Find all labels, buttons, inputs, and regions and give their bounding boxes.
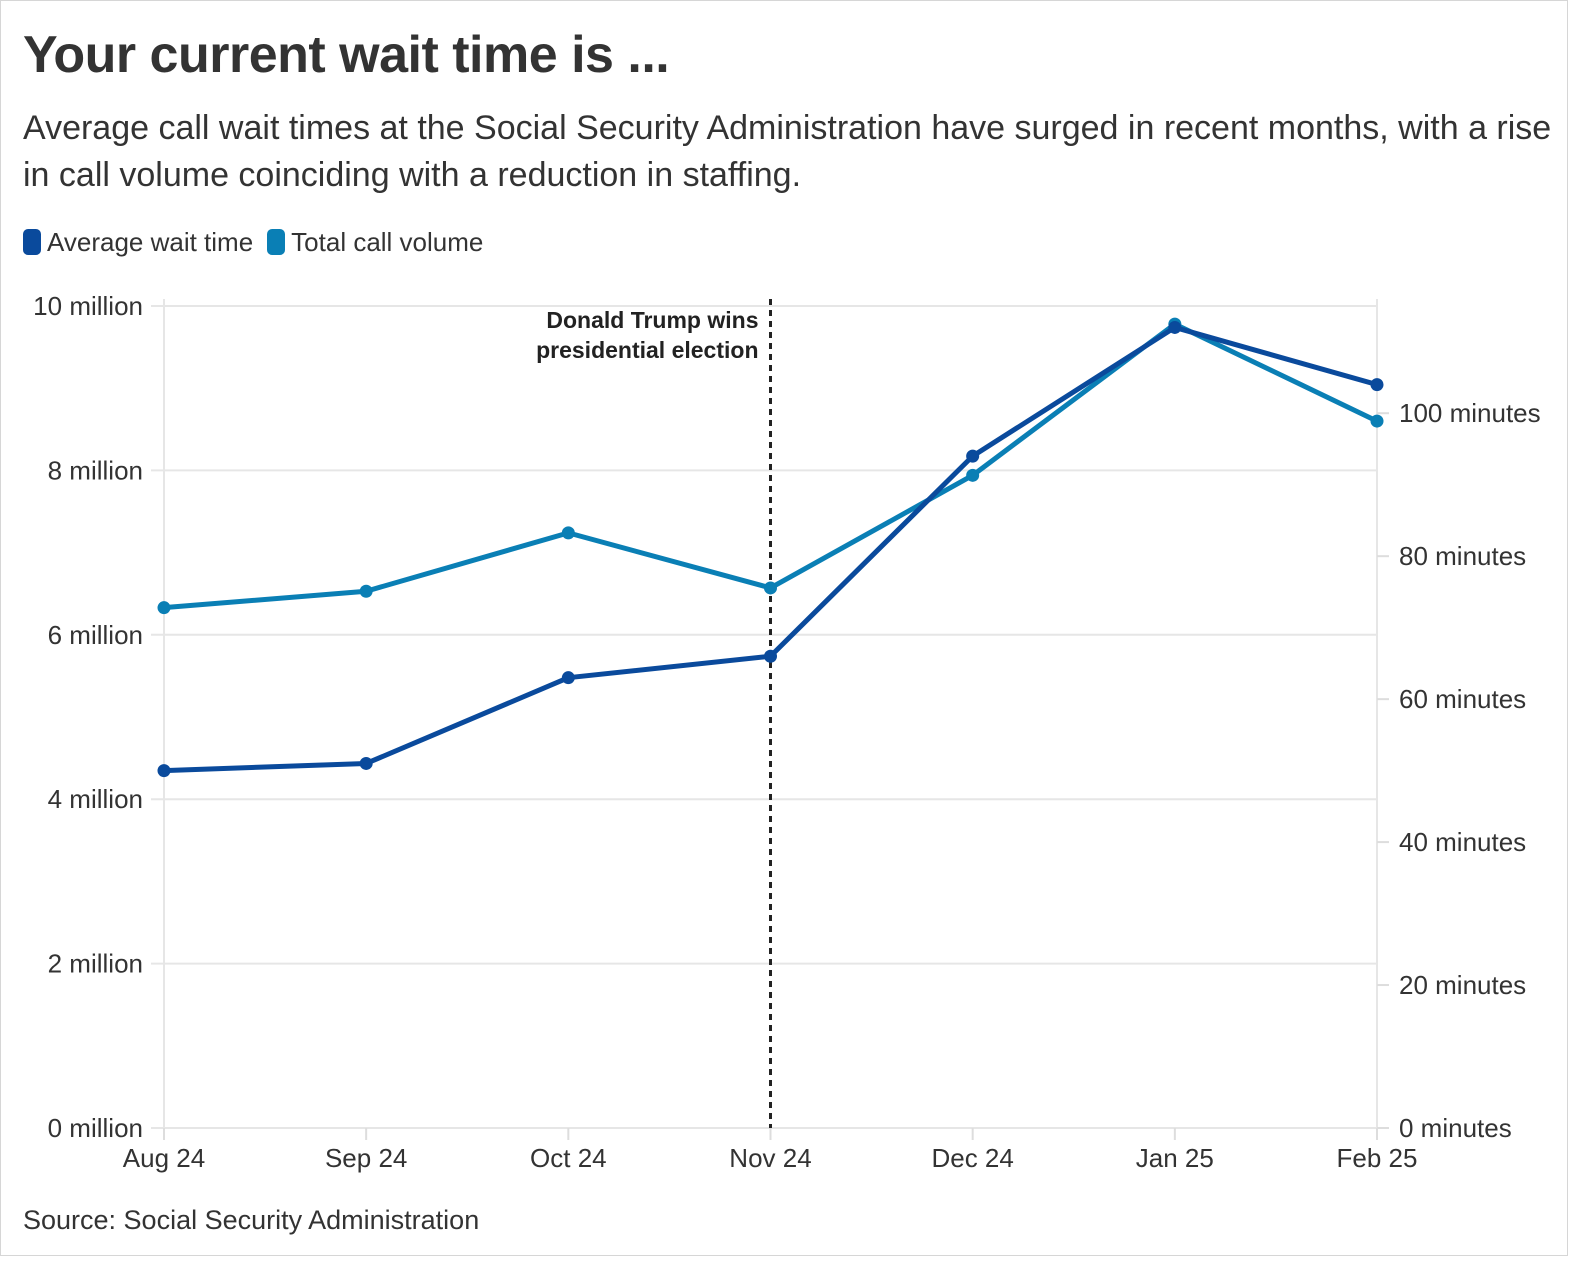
legend-label-call-volume: Total call volume xyxy=(291,226,484,257)
x-tick-label: Feb 25 xyxy=(1337,1143,1418,1173)
x-tick-label: Aug 24 xyxy=(123,1143,205,1173)
y-right-tick-label: 60 minutes xyxy=(1399,684,1526,714)
chart-subtitle: Average call wait times at the Social Se… xyxy=(23,109,1552,194)
chart-title: Your current wait time is ... xyxy=(23,26,670,84)
annotation-text: presidential election xyxy=(536,337,758,363)
x-tick-label: Dec 24 xyxy=(931,1143,1013,1173)
data-point-total-call-volume xyxy=(966,468,980,482)
y-left-tick-label: 6 million xyxy=(48,620,143,650)
y-left-tick-label: 0 million xyxy=(48,1113,143,1143)
line-chart: 0 million 2 million 4 million 6 million 8 mi… xyxy=(33,291,1541,1173)
data-point-total-call-volume xyxy=(157,601,171,615)
data-point-average-wait-time xyxy=(359,756,373,770)
data-point-average-wait-time xyxy=(1168,320,1182,334)
x-tick-label: Jan 25 xyxy=(1136,1143,1214,1173)
data-point-average-wait-time xyxy=(966,449,980,463)
data-point-total-call-volume xyxy=(764,581,777,595)
data-point-average-wait-time xyxy=(1370,378,1384,392)
data-point-average-wait-time xyxy=(764,649,777,663)
annotation-text: Donald Trump wins xyxy=(546,307,758,333)
chart-frame: Your current wait time is ... Average ca… xyxy=(0,0,1568,1256)
data-point-total-call-volume xyxy=(1370,414,1384,428)
y-right-tick-label: 20 minutes xyxy=(1399,970,1526,1000)
legend-swatch-call-volume xyxy=(267,229,286,255)
y-right-tick-label: 40 minutes xyxy=(1399,827,1526,857)
data-point-average-wait-time xyxy=(157,764,171,778)
y-left-tick-label: 4 million xyxy=(48,784,143,814)
y-right-tick-label: 0 minutes xyxy=(1399,1113,1512,1143)
y-left-tick-label: 8 million xyxy=(48,455,143,485)
y-left-tick-label: 10 million xyxy=(33,291,143,321)
series-line-average-wait-time xyxy=(161,324,1380,774)
source-note: Source: Social Security Administration xyxy=(23,1205,480,1235)
legend-item-call-volume: Total call volume xyxy=(267,227,483,258)
data-point-total-call-volume xyxy=(359,584,373,598)
x-tick-label: Nov 24 xyxy=(729,1143,811,1173)
y-right-tick-label: 80 minutes xyxy=(1399,541,1526,571)
x-tick-label: Sep 24 xyxy=(325,1143,407,1173)
legend-swatch-wait-time xyxy=(23,229,41,255)
legend: Average wait time Total call volume xyxy=(23,225,497,259)
legend-item-wait-time: Average wait time xyxy=(23,227,253,258)
legend-label-wait-time: Average wait time xyxy=(47,226,254,257)
data-point-total-call-volume xyxy=(561,526,575,540)
data-point-average-wait-time xyxy=(561,671,575,685)
y-right-tick-label: 100 minutes xyxy=(1399,398,1541,428)
y-left-tick-label: 2 million xyxy=(48,949,143,979)
x-tick-label: Oct 24 xyxy=(530,1143,607,1173)
